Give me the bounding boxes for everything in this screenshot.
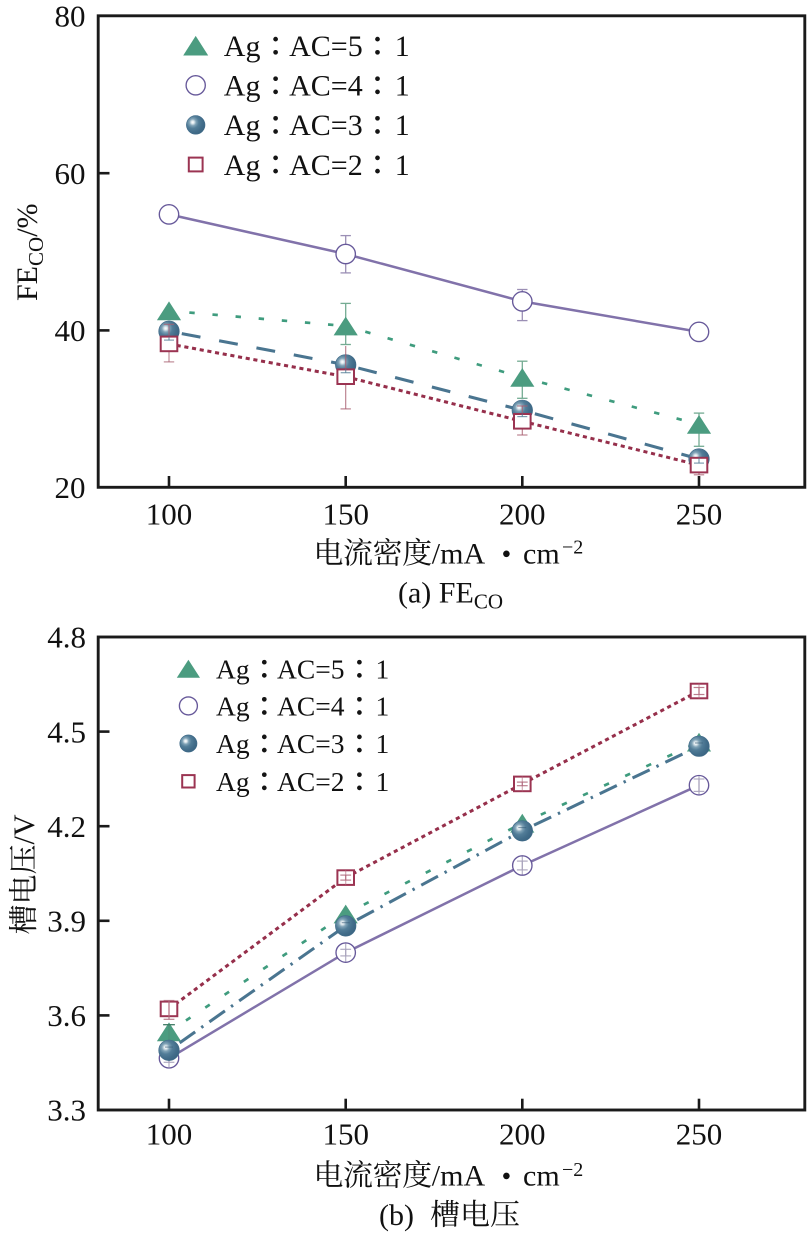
svg-text:Ag: Ag bbox=[216, 766, 250, 797]
svg-text:100: 100 bbox=[146, 497, 193, 532]
svg-text:AC=5: AC=5 bbox=[289, 30, 363, 63]
svg-text:−2: −2 bbox=[562, 1159, 583, 1181]
svg-text:3.3: 3.3 bbox=[47, 1093, 86, 1128]
svg-text:Ag: Ag bbox=[224, 149, 261, 182]
svg-text:200: 200 bbox=[499, 1116, 546, 1151]
svg-text:100: 100 bbox=[146, 1116, 193, 1151]
svg-text:AC=2: AC=2 bbox=[289, 149, 363, 182]
svg-text:Ag: Ag bbox=[224, 70, 261, 103]
svg-text:AC=2: AC=2 bbox=[277, 766, 344, 797]
svg-text:(b): (b) bbox=[379, 1199, 414, 1232]
svg-text:Ag: Ag bbox=[216, 653, 250, 684]
svg-text:150: 150 bbox=[322, 497, 369, 532]
svg-text:20: 20 bbox=[55, 470, 86, 505]
svg-text:−2: −2 bbox=[562, 537, 583, 559]
svg-text:1: 1 bbox=[395, 109, 410, 142]
svg-text:/V: /V bbox=[8, 814, 41, 844]
svg-text:cm: cm bbox=[523, 1159, 560, 1192]
svg-text:3.9: 3.9 bbox=[47, 904, 86, 939]
svg-text:250: 250 bbox=[676, 1116, 723, 1151]
svg-text:/mA: /mA bbox=[432, 537, 486, 570]
svg-text:60: 60 bbox=[55, 156, 86, 191]
svg-text:/mA: /mA bbox=[432, 1159, 486, 1192]
svg-text:150: 150 bbox=[322, 1116, 369, 1151]
svg-text:cm: cm bbox=[523, 537, 560, 570]
svg-text:1: 1 bbox=[395, 70, 410, 103]
svg-text:4.5: 4.5 bbox=[47, 714, 86, 749]
svg-text:Ag: Ag bbox=[224, 30, 261, 63]
svg-text:AC=4: AC=4 bbox=[289, 70, 363, 103]
svg-text:80: 80 bbox=[55, 0, 86, 34]
svg-text:AC=5: AC=5 bbox=[277, 653, 344, 684]
svg-text:AC=3: AC=3 bbox=[277, 728, 344, 759]
svg-text:250: 250 bbox=[676, 497, 723, 532]
svg-text:AC=3: AC=3 bbox=[289, 109, 363, 142]
svg-text:4.2: 4.2 bbox=[47, 809, 86, 844]
svg-text:Ag: Ag bbox=[224, 109, 261, 142]
svg-text:1: 1 bbox=[395, 149, 410, 182]
svg-text:1: 1 bbox=[376, 690, 390, 721]
svg-text:Ag: Ag bbox=[216, 728, 250, 759]
svg-text:1: 1 bbox=[376, 728, 390, 759]
svg-text:1: 1 bbox=[395, 30, 410, 63]
svg-text:3.6: 3.6 bbox=[47, 998, 86, 1033]
svg-text:200: 200 bbox=[499, 497, 546, 532]
svg-text:4.8: 4.8 bbox=[47, 620, 86, 655]
svg-text:40: 40 bbox=[55, 313, 86, 348]
svg-text:1: 1 bbox=[376, 766, 390, 797]
svg-text:1: 1 bbox=[376, 653, 390, 684]
svg-text:AC=4: AC=4 bbox=[277, 690, 345, 721]
svg-text:Ag: Ag bbox=[216, 690, 250, 721]
